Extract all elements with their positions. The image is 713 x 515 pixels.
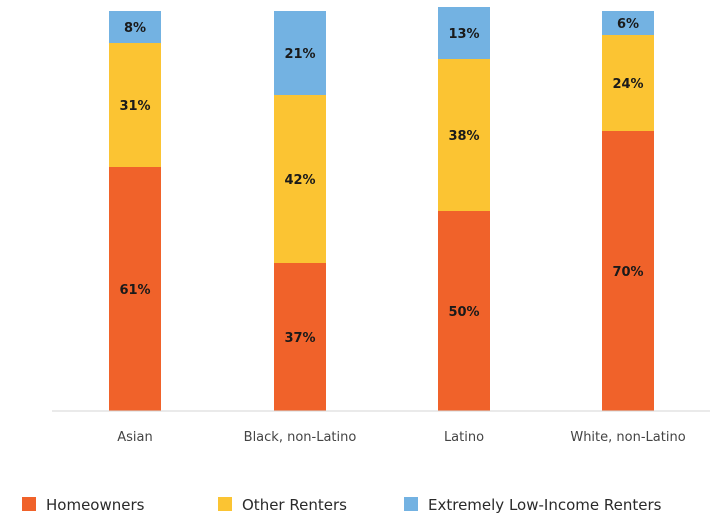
bar-segment-extremely-low-income-renters: [274, 11, 326, 95]
bar-segment-other-renters: [602, 35, 654, 131]
category-label: Latino: [444, 430, 484, 445]
bar-segment-other-renters: [274, 95, 326, 263]
legend-label: Homeowners: [46, 496, 145, 514]
category-label: Black, non-Latino: [244, 430, 357, 445]
bar-segment-other-renters: [109, 43, 161, 167]
data-label: 31%: [119, 99, 150, 114]
bar-segment-other-renters: [438, 59, 490, 211]
data-label: 37%: [284, 331, 315, 346]
data-label: 38%: [448, 129, 479, 144]
legend: Homeowners Other Renters Extremely Low-Inc…: [22, 496, 662, 514]
data-label: 21%: [284, 47, 315, 62]
data-label: 8%: [124, 21, 146, 36]
bar-segment-homeowners: [602, 131, 654, 411]
category-label: Asian: [117, 430, 152, 445]
data-label: 42%: [284, 173, 315, 188]
bar-segment-homeowners: [274, 263, 326, 411]
legend-label: Other Renters: [242, 496, 347, 514]
bar-segment-extremely-low-income-renters: [109, 11, 161, 43]
data-label: 6%: [617, 17, 639, 32]
legend-swatch: [22, 497, 36, 511]
legend-swatch: [404, 497, 418, 511]
bar-segment-homeowners: [438, 211, 490, 411]
data-label: 61%: [119, 283, 150, 298]
bars-layer: 61% 31% 8% 37% 42% 21% 50% 38% 13% 70% 24% 6%: [109, 7, 654, 411]
data-label: 50%: [448, 305, 479, 320]
legend-swatch: [218, 497, 232, 511]
bar-segment-homeowners: [109, 167, 161, 411]
bar-segment-extremely-low-income-renters: [438, 7, 490, 59]
category-label: White, non-Latino: [570, 430, 685, 445]
data-label: 24%: [612, 77, 643, 92]
category-labels: Asian Black, non-Latino Latino White, non-L…: [117, 430, 685, 445]
legend-label: Extremely Low-Income Renters: [428, 496, 662, 514]
data-label: 13%: [448, 27, 479, 42]
data-label: 70%: [612, 265, 643, 280]
bar-segment-extremely-low-income-renters: [602, 11, 654, 35]
